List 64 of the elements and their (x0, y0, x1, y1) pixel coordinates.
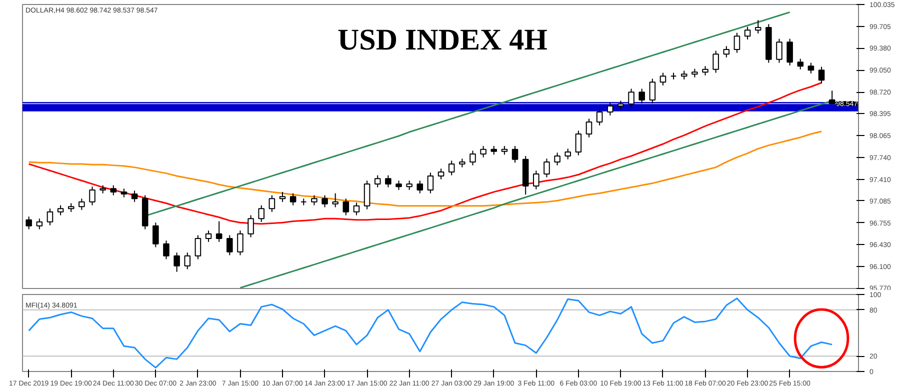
candlestick (818, 66, 825, 84)
candlestick (364, 180, 370, 210)
candlestick (205, 230, 212, 242)
candlestick (606, 102, 614, 116)
candlestick (660, 72, 666, 86)
candlestick (448, 160, 455, 176)
candlestick (702, 66, 708, 76)
candlestick (786, 38, 793, 66)
candlestick (152, 222, 159, 248)
candlestick (311, 194, 318, 206)
candlestick (174, 252, 180, 272)
candlestick (734, 32, 740, 54)
candlestick (797, 58, 804, 70)
candlestick (533, 170, 540, 190)
candlestick (385, 174, 392, 188)
candlestick (544, 158, 550, 178)
candlestick (46, 208, 54, 226)
candlestick (184, 252, 191, 270)
candlestick (470, 150, 476, 166)
candlestick (78, 198, 85, 210)
candlestick (396, 180, 402, 190)
candlestick (268, 194, 276, 212)
candlestick (322, 194, 328, 208)
candlestick (723, 46, 730, 58)
candlestick (110, 184, 117, 196)
candlestick (649, 78, 656, 104)
candlestick (744, 26, 751, 40)
candlestick (237, 230, 244, 256)
candlestick (332, 192, 338, 208)
candlestick (194, 234, 202, 260)
line-series (28, 298, 833, 368)
candlestick (216, 220, 222, 242)
candlestick (808, 62, 814, 74)
candlestick (163, 240, 170, 260)
candlestick (628, 88, 634, 108)
candlestick (712, 50, 719, 74)
candlestick (89, 186, 96, 206)
candlestick (353, 202, 360, 216)
candlestick (776, 38, 782, 64)
candlestick (586, 118, 592, 138)
candlestick (258, 204, 264, 222)
candlestick (248, 214, 254, 238)
candlestick (575, 130, 582, 156)
candlestick (427, 172, 434, 194)
candlestick (512, 146, 518, 164)
candlestick (226, 234, 233, 256)
candlestick (554, 152, 560, 166)
candlestick (374, 174, 381, 188)
candlestick (342, 198, 350, 216)
candlestick (57, 204, 64, 216)
candlestick (596, 108, 603, 126)
candlestick (131, 190, 138, 202)
candlestick (638, 88, 645, 104)
candlestick (406, 180, 412, 190)
candlestick (279, 191, 286, 202)
candlestick (36, 218, 43, 230)
candlestick (416, 180, 424, 194)
candlestick (290, 192, 296, 206)
candlestick (26, 216, 32, 230)
candlestick (754, 20, 762, 34)
text: USD INDEX 4H (337, 24, 548, 56)
candlestick (480, 146, 486, 158)
candlestick (564, 148, 571, 160)
candlestick (438, 168, 444, 180)
